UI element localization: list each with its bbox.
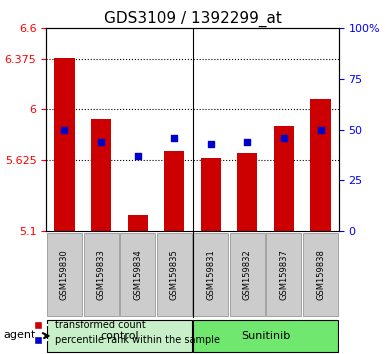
FancyBboxPatch shape [47, 320, 192, 352]
Bar [274, 126, 294, 231]
Point [61, 127, 68, 132]
FancyBboxPatch shape [84, 233, 119, 316]
Text: GSM159835: GSM159835 [170, 249, 179, 300]
Text: control: control [100, 331, 139, 341]
Text: GSM159831: GSM159831 [206, 249, 215, 300]
Point [98, 139, 104, 145]
Text: GSM159833: GSM159833 [97, 249, 105, 300]
Legend: transformed count, percentile rank within the sample: transformed count, percentile rank withi… [24, 316, 224, 349]
Bar [54, 58, 75, 231]
Point [281, 135, 287, 141]
Bar [127, 215, 148, 231]
Text: GSM159830: GSM159830 [60, 249, 69, 300]
Bar [201, 158, 221, 231]
Bar [237, 153, 258, 231]
Text: agent: agent [4, 330, 36, 339]
Text: GSM159838: GSM159838 [316, 249, 325, 300]
FancyBboxPatch shape [303, 233, 338, 316]
FancyBboxPatch shape [120, 233, 155, 316]
FancyBboxPatch shape [193, 233, 228, 316]
Bar [91, 119, 111, 231]
FancyBboxPatch shape [193, 320, 338, 352]
Point [318, 127, 324, 132]
Text: GSM159837: GSM159837 [280, 249, 288, 300]
Point [135, 153, 141, 159]
FancyBboxPatch shape [230, 233, 265, 316]
Point [171, 135, 177, 141]
FancyBboxPatch shape [47, 233, 82, 316]
Point [208, 141, 214, 147]
Title: GDS3109 / 1392299_at: GDS3109 / 1392299_at [104, 11, 281, 27]
Text: GSM159834: GSM159834 [133, 249, 142, 300]
FancyBboxPatch shape [266, 233, 301, 316]
Text: Sunitinib: Sunitinib [241, 331, 290, 341]
Bar [310, 98, 331, 231]
Text: GSM159832: GSM159832 [243, 249, 252, 300]
Point [244, 139, 251, 145]
FancyBboxPatch shape [157, 233, 192, 316]
Bar [164, 151, 184, 231]
